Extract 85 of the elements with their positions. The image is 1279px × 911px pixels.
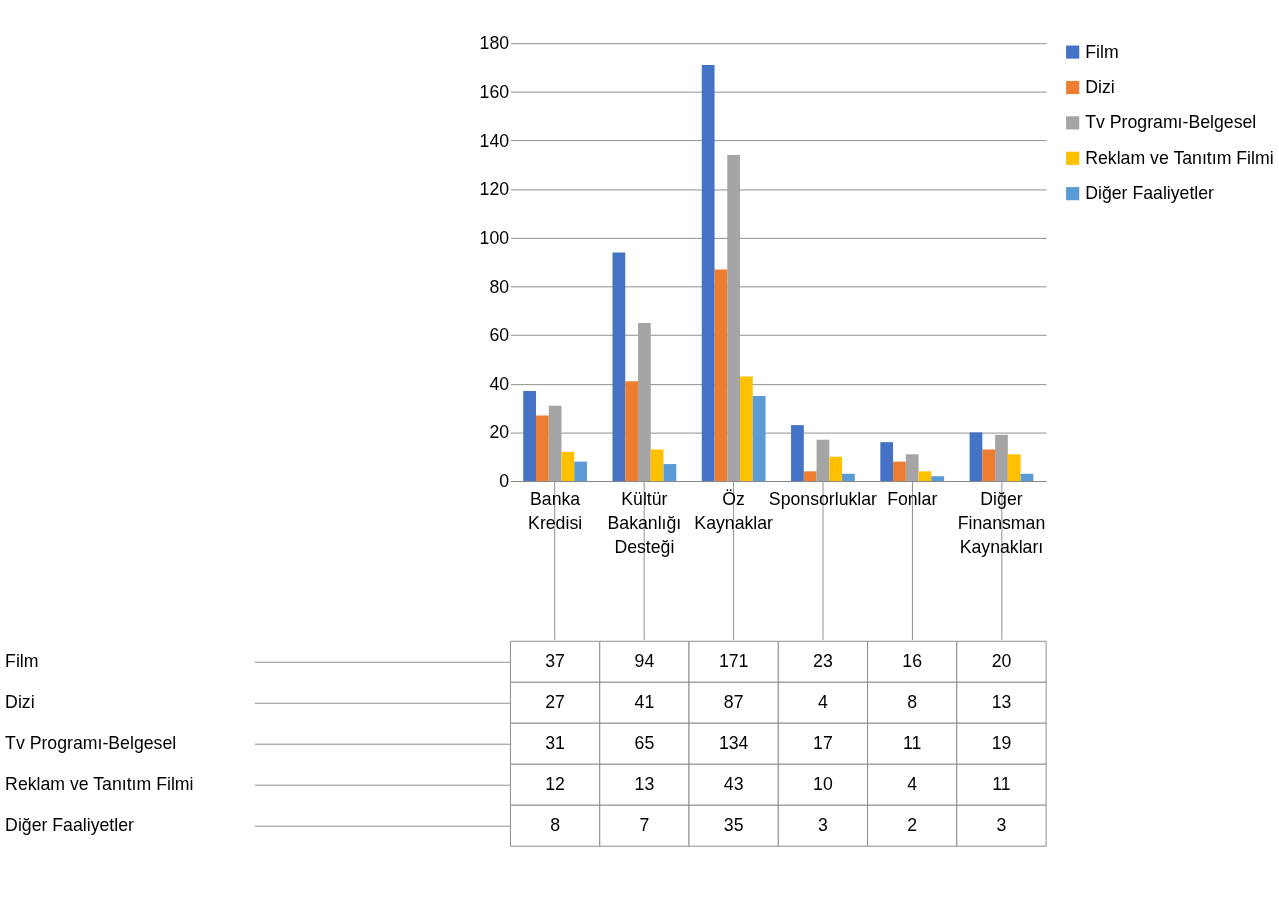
text: Diğer Faaliyetler [5, 815, 134, 836]
bar [535, 415, 549, 482]
bar [905, 454, 919, 482]
data-label: 4 [818, 692, 829, 713]
data-label: 41 [634, 692, 655, 713]
data-label: 94 [634, 651, 655, 672]
bar [752, 395, 766, 482]
bar [714, 269, 728, 482]
y-tick-label: 100 [479, 227, 510, 248]
data-label: 13 [991, 692, 1012, 713]
bar [548, 405, 562, 482]
bar [1020, 473, 1034, 482]
y-tick-label: 60 [489, 325, 510, 346]
bar [638, 322, 651, 482]
data-label: 134 [718, 733, 749, 754]
bar [893, 461, 906, 482]
data-label: 27 [545, 692, 565, 713]
bar [727, 155, 741, 482]
text: Tv Programı-Belgesel [5, 733, 177, 754]
data-label: 37 [545, 651, 565, 672]
data-label: 7 [639, 815, 650, 836]
bar [918, 471, 932, 482]
bar [663, 464, 677, 482]
data-label: 2 [907, 815, 918, 836]
data-label: 3 [818, 815, 829, 836]
y-tick-label: 180 [479, 33, 510, 54]
data-label: 4 [907, 774, 918, 795]
legend-label: Tv Programı-Belgesel [1085, 112, 1257, 133]
y-tick-label: 80 [489, 276, 510, 297]
data-label: 8 [550, 815, 561, 836]
y-tick-label: 20 [489, 422, 510, 443]
data-label: 12 [545, 774, 565, 795]
bar [969, 432, 983, 482]
x-tick-label: Diğer Finansman Kaynakları [957, 488, 1046, 558]
bar [574, 461, 587, 482]
y-tick-label: 40 [489, 373, 510, 394]
data-label: 13 [634, 774, 655, 795]
data-label: 31 [545, 733, 565, 754]
y-tick-label: 0 [499, 471, 510, 492]
legend-label: Dizi [1085, 77, 1115, 98]
legend-label: Reklam ve Tanıtım Filmi [1085, 147, 1274, 168]
data-label: 17 [813, 733, 833, 754]
legend-label: Film [1085, 41, 1119, 62]
bar [625, 381, 639, 482]
x-tick-label: Sponsorluklar [768, 488, 878, 509]
bar [1007, 454, 1021, 482]
bar [650, 449, 664, 482]
x-tick-label: Fonlar [887, 488, 938, 509]
x-tick-label: Banka Kredisi [528, 488, 583, 534]
bar [842, 473, 855, 482]
bar [740, 376, 753, 482]
bar [791, 425, 804, 482]
data-label: 11 [903, 733, 922, 754]
legend-label: Diğer Faaliyetler [1085, 183, 1215, 204]
data-label: 43 [723, 774, 744, 795]
text: Dizi [5, 692, 35, 713]
bar [523, 391, 536, 482]
data-label: 23 [813, 651, 833, 672]
data-label: 19 [991, 733, 1012, 754]
bar [982, 449, 996, 482]
y-tick-label: 160 [479, 81, 510, 102]
data-label: 35 [723, 815, 744, 836]
text: Film [5, 651, 39, 672]
bar [880, 442, 894, 482]
data-label: 10 [813, 774, 833, 795]
bar [995, 434, 1008, 482]
x-tick-label: Kültür Bakanlığı Desteği [607, 488, 682, 558]
bar [561, 451, 575, 482]
data-label: 8 [907, 692, 918, 713]
text: Reklam ve Tanıtım Filmi [5, 774, 194, 795]
y-tick-label: 140 [479, 130, 510, 151]
data-label: 11 [992, 774, 1011, 795]
bar [612, 252, 626, 482]
data-label: 16 [902, 651, 923, 672]
data-label: 87 [723, 692, 744, 713]
data-label: 20 [991, 651, 1012, 672]
bar [931, 476, 945, 482]
data-label: 171 [718, 651, 749, 672]
bar [803, 471, 817, 482]
data-label: 65 [634, 733, 655, 754]
bar [829, 456, 843, 482]
y-tick-label: 120 [479, 179, 510, 200]
bar [816, 439, 830, 482]
bar [701, 65, 715, 482]
data-label: 3 [996, 815, 1007, 836]
